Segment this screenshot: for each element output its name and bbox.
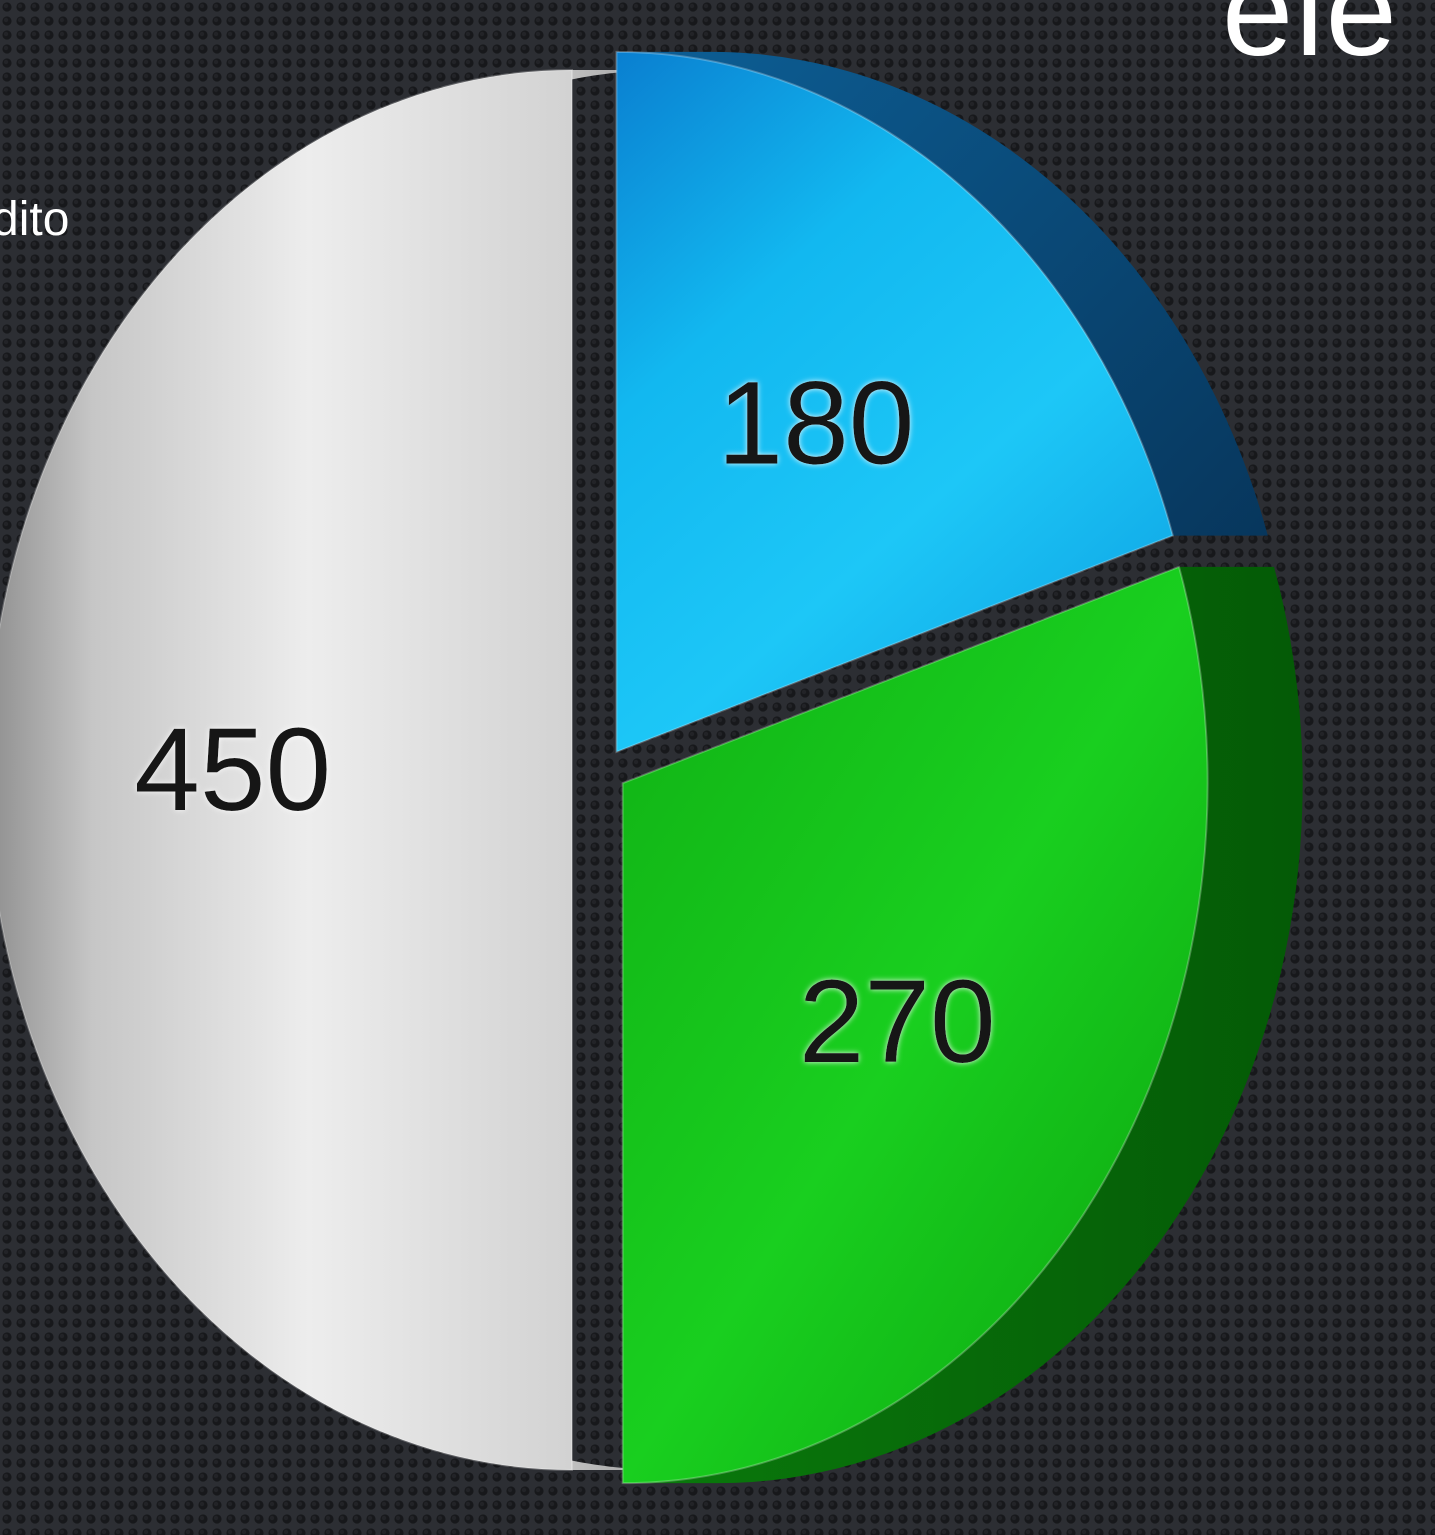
slice-450 <box>0 68 573 1472</box>
left-title-fragment: dito <box>0 193 70 246</box>
slice-180-label: 180 <box>717 357 914 489</box>
slice-270 <box>621 565 1209 1485</box>
slice-450-label: 450 <box>134 704 331 836</box>
slice-270-label: 270 <box>799 956 996 1088</box>
right-title-fragment: ele <box>1222 0 1399 83</box>
slice-180 <box>615 50 1175 754</box>
